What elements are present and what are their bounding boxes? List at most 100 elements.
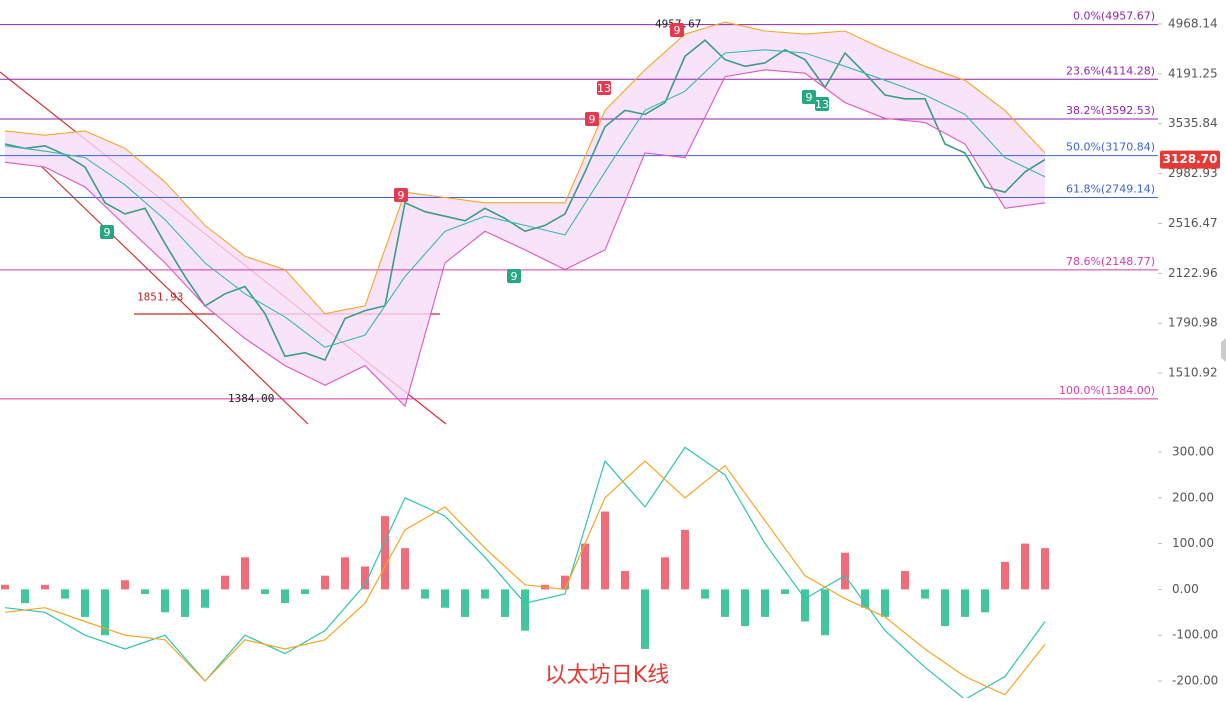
y-tick-label: -200.00 xyxy=(1172,674,1218,688)
macd-bar xyxy=(161,589,169,613)
macd-bar xyxy=(581,543,589,590)
td-marker-label: 9 xyxy=(398,189,405,202)
td-marker-label: 9 xyxy=(511,270,518,283)
macd-bar xyxy=(441,589,449,608)
fib-label: 100.0%(1384.00) xyxy=(1059,384,1155,397)
macd-bar xyxy=(101,589,109,636)
td-marker xyxy=(815,97,829,111)
td-marker xyxy=(670,23,684,37)
td-marker xyxy=(507,269,521,283)
macd-bar xyxy=(741,589,749,627)
y-tick-label: 2122.96 xyxy=(1168,266,1218,280)
fib-label: 23.6%(4114.28) xyxy=(1066,64,1155,77)
series-line xyxy=(4,39,1046,361)
macd-bar xyxy=(801,589,809,622)
td-marker-label: 9 xyxy=(674,24,681,37)
macd-bar xyxy=(121,580,129,590)
macd-bar xyxy=(281,589,289,604)
macd-bar xyxy=(761,589,769,617)
macd-bar xyxy=(861,589,869,608)
macd-bar xyxy=(181,589,189,617)
annotation: 1384.00 xyxy=(228,392,274,405)
band-fill xyxy=(5,22,1045,407)
macd-bar xyxy=(941,589,949,627)
macd-bar xyxy=(721,589,729,617)
macd-bar xyxy=(821,589,829,636)
td-marker-label: 13 xyxy=(815,98,829,111)
fib-label: 78.6%(2148.77) xyxy=(1066,255,1155,268)
td-marker xyxy=(100,225,114,239)
macd-bar xyxy=(81,589,89,617)
macd-bar xyxy=(361,566,369,590)
y-tick-label: 300.00 xyxy=(1172,444,1214,458)
y-tick-label: 3535.84 xyxy=(1168,116,1218,130)
macd-bar xyxy=(321,575,329,590)
td-marker xyxy=(802,90,816,104)
macd-bar xyxy=(21,589,29,604)
fib-label: 38.2%(3592.53) xyxy=(1066,104,1155,117)
watermark: 以太坊日K线 xyxy=(545,663,669,688)
y-tick-label: 200.00 xyxy=(1172,490,1214,504)
macd-bar xyxy=(141,589,149,594)
macd-bar xyxy=(901,571,909,590)
annotation: 1851.93 xyxy=(137,290,183,303)
macd-bar xyxy=(241,557,249,590)
macd-bar xyxy=(341,557,349,590)
macd-bar xyxy=(201,589,209,608)
series-line xyxy=(4,21,1046,315)
macd-bar xyxy=(561,575,569,590)
macd-bar xyxy=(381,516,389,590)
macd-bar xyxy=(601,511,609,590)
y-tick-label: 4191.25 xyxy=(1168,66,1218,80)
macd-bar xyxy=(841,552,849,590)
macd-bar xyxy=(921,589,929,599)
macd-bar xyxy=(41,584,49,590)
macd-bar xyxy=(681,529,689,590)
macd-line xyxy=(4,460,1046,696)
macd-bar xyxy=(301,589,309,594)
macd-bar xyxy=(1001,561,1009,590)
macd-bar xyxy=(641,589,649,649)
y-tick-label: 0.00 xyxy=(1172,582,1199,596)
price-tag-label: 3128.70 xyxy=(1163,152,1218,166)
macd-bar xyxy=(61,589,69,599)
price-tag xyxy=(1160,150,1220,169)
macd-bar xyxy=(481,589,489,599)
side-tab xyxy=(1221,338,1226,362)
td-marker-label: 13 xyxy=(597,82,611,95)
macd-bar xyxy=(1021,543,1029,590)
macd-bar xyxy=(1,584,9,590)
y-tick-label: 2982.93 xyxy=(1168,166,1218,180)
td-marker-label: 9 xyxy=(806,91,813,104)
y-tick-label: 1790.98 xyxy=(1168,316,1218,330)
macd-bar xyxy=(461,589,469,617)
channel-line xyxy=(39,164,309,425)
macd-bar xyxy=(401,548,409,590)
td-marker-label: 9 xyxy=(104,226,111,239)
macd-bar xyxy=(881,589,889,617)
y-tick-label: -100.00 xyxy=(1172,628,1218,642)
y-tick-label: 2516.47 xyxy=(1168,216,1218,230)
macd-bar xyxy=(421,589,429,599)
fib-label: 0.0%(4957.67) xyxy=(1073,10,1155,23)
series-line xyxy=(4,69,1046,408)
td-marker xyxy=(597,81,611,95)
macd-bar xyxy=(661,557,669,590)
td-marker xyxy=(585,112,599,126)
macd-bar xyxy=(981,589,989,613)
td-marker-label: 9 xyxy=(589,113,596,126)
td-marker xyxy=(394,188,408,202)
fib-label: 50.0%(3170.84) xyxy=(1066,141,1155,154)
fib-label: 61.8%(2749.14) xyxy=(1066,183,1155,196)
macd-bar xyxy=(621,571,629,590)
macd-bar xyxy=(961,589,969,617)
series-line xyxy=(4,49,1046,348)
y-tick-label: 1510.92 xyxy=(1168,366,1218,380)
macd-bar xyxy=(501,589,509,617)
macd-bar xyxy=(521,589,529,631)
y-tick-label: 100.00 xyxy=(1172,536,1214,550)
macd-line xyxy=(4,446,1046,701)
macd-bar xyxy=(701,589,709,599)
macd-bar xyxy=(781,589,789,594)
